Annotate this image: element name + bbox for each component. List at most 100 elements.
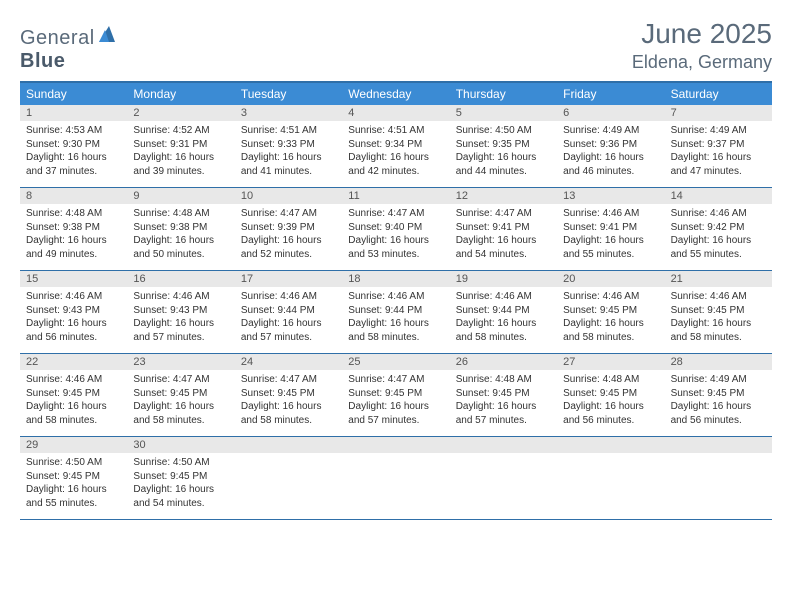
daylight-line: Daylight: 16 hours and 57 minutes.: [348, 400, 443, 427]
day-number: 27: [557, 354, 664, 370]
daylight-line: Daylight: 16 hours and 57 minutes.: [241, 317, 336, 344]
sunset-line: Sunset: 9:34 PM: [348, 138, 443, 152]
sunrise-line: Sunrise: 4:46 AM: [241, 290, 336, 304]
sunset-line: Sunset: 9:38 PM: [26, 221, 121, 235]
day-number: 20: [557, 271, 664, 287]
sunrise-line: Sunrise: 4:46 AM: [671, 290, 766, 304]
day-number: [235, 437, 342, 453]
sunset-line: Sunset: 9:36 PM: [563, 138, 658, 152]
day-number: 23: [127, 354, 234, 370]
day-number: 17: [235, 271, 342, 287]
calendar-day: 22Sunrise: 4:46 AMSunset: 9:45 PMDayligh…: [20, 354, 127, 436]
day-number: 22: [20, 354, 127, 370]
calendar-day: 14Sunrise: 4:46 AMSunset: 9:42 PMDayligh…: [665, 188, 772, 270]
day-details: Sunrise: 4:46 AMSunset: 9:45 PMDaylight:…: [665, 287, 772, 350]
sail-icon: [97, 24, 117, 44]
weekday-header: Wednesday: [342, 83, 449, 105]
day-details: Sunrise: 4:50 AMSunset: 9:35 PMDaylight:…: [450, 121, 557, 184]
day-details: Sunrise: 4:50 AMSunset: 9:45 PMDaylight:…: [20, 453, 127, 516]
sunset-line: Sunset: 9:41 PM: [456, 221, 551, 235]
sunset-line: Sunset: 9:41 PM: [563, 221, 658, 235]
day-details: Sunrise: 4:46 AMSunset: 9:42 PMDaylight:…: [665, 204, 772, 267]
sunset-line: Sunset: 9:43 PM: [26, 304, 121, 318]
day-details: Sunrise: 4:47 AMSunset: 9:39 PMDaylight:…: [235, 204, 342, 267]
calendar-day: 10Sunrise: 4:47 AMSunset: 9:39 PMDayligh…: [235, 188, 342, 270]
day-number: 9: [127, 188, 234, 204]
day-number: 28: [665, 354, 772, 370]
calendar-day: 5Sunrise: 4:50 AMSunset: 9:35 PMDaylight…: [450, 105, 557, 187]
day-number: 25: [342, 354, 449, 370]
daylight-line: Daylight: 16 hours and 54 minutes.: [133, 483, 228, 510]
sunrise-line: Sunrise: 4:46 AM: [563, 207, 658, 221]
sunrise-line: Sunrise: 4:46 AM: [26, 373, 121, 387]
day-details: Sunrise: 4:47 AMSunset: 9:41 PMDaylight:…: [450, 204, 557, 267]
day-details: Sunrise: 4:46 AMSunset: 9:44 PMDaylight:…: [450, 287, 557, 350]
daylight-line: Daylight: 16 hours and 49 minutes.: [26, 234, 121, 261]
brand-logo: General Blue: [20, 18, 117, 73]
day-number: 4: [342, 105, 449, 121]
day-details: [450, 453, 557, 513]
sunset-line: Sunset: 9:37 PM: [671, 138, 766, 152]
day-number: 24: [235, 354, 342, 370]
daylight-line: Daylight: 16 hours and 42 minutes.: [348, 151, 443, 178]
daylight-line: Daylight: 16 hours and 56 minutes.: [671, 400, 766, 427]
brand-name-a: General: [20, 27, 95, 49]
sunset-line: Sunset: 9:45 PM: [241, 387, 336, 401]
sunrise-line: Sunrise: 4:47 AM: [456, 207, 551, 221]
sunrise-line: Sunrise: 4:48 AM: [563, 373, 658, 387]
calendar-week: 22Sunrise: 4:46 AMSunset: 9:45 PMDayligh…: [20, 354, 772, 437]
day-details: [235, 453, 342, 513]
calendar-day: [450, 437, 557, 519]
day-details: Sunrise: 4:46 AMSunset: 9:43 PMDaylight:…: [20, 287, 127, 350]
sunrise-line: Sunrise: 4:49 AM: [563, 124, 658, 138]
day-number: [665, 437, 772, 453]
sunset-line: Sunset: 9:42 PM: [671, 221, 766, 235]
day-details: Sunrise: 4:46 AMSunset: 9:44 PMDaylight:…: [235, 287, 342, 350]
daylight-line: Daylight: 16 hours and 58 minutes.: [241, 400, 336, 427]
sunset-line: Sunset: 9:45 PM: [563, 387, 658, 401]
page-header: General Blue June 2025 Eldena, Germany: [20, 18, 772, 73]
day-details: Sunrise: 4:51 AMSunset: 9:33 PMDaylight:…: [235, 121, 342, 184]
calendar-day: [557, 437, 664, 519]
sunrise-line: Sunrise: 4:53 AM: [26, 124, 121, 138]
sunrise-line: Sunrise: 4:46 AM: [26, 290, 121, 304]
calendar-day: [665, 437, 772, 519]
sunset-line: Sunset: 9:43 PM: [133, 304, 228, 318]
sunrise-line: Sunrise: 4:46 AM: [133, 290, 228, 304]
sunrise-line: Sunrise: 4:46 AM: [563, 290, 658, 304]
daylight-line: Daylight: 16 hours and 56 minutes.: [563, 400, 658, 427]
sunrise-line: Sunrise: 4:47 AM: [241, 207, 336, 221]
day-number: 6: [557, 105, 664, 121]
day-number: 13: [557, 188, 664, 204]
day-details: Sunrise: 4:46 AMSunset: 9:43 PMDaylight:…: [127, 287, 234, 350]
daylight-line: Daylight: 16 hours and 44 minutes.: [456, 151, 551, 178]
day-number: [342, 437, 449, 453]
day-number: 14: [665, 188, 772, 204]
calendar-day: 20Sunrise: 4:46 AMSunset: 9:45 PMDayligh…: [557, 271, 664, 353]
day-details: Sunrise: 4:48 AMSunset: 9:38 PMDaylight:…: [20, 204, 127, 267]
location-label: Eldena, Germany: [632, 52, 772, 73]
weekday-header: Thursday: [450, 83, 557, 105]
daylight-line: Daylight: 16 hours and 41 minutes.: [241, 151, 336, 178]
calendar-day: 11Sunrise: 4:47 AMSunset: 9:40 PMDayligh…: [342, 188, 449, 270]
calendar-week: 1Sunrise: 4:53 AMSunset: 9:30 PMDaylight…: [20, 105, 772, 188]
day-number: 19: [450, 271, 557, 287]
calendar-day: 4Sunrise: 4:51 AMSunset: 9:34 PMDaylight…: [342, 105, 449, 187]
page-title: June 2025: [632, 18, 772, 50]
calendar-day: 6Sunrise: 4:49 AMSunset: 9:36 PMDaylight…: [557, 105, 664, 187]
calendar-day: 15Sunrise: 4:46 AMSunset: 9:43 PMDayligh…: [20, 271, 127, 353]
day-number: 15: [20, 271, 127, 287]
calendar-day: 1Sunrise: 4:53 AMSunset: 9:30 PMDaylight…: [20, 105, 127, 187]
sunrise-line: Sunrise: 4:48 AM: [456, 373, 551, 387]
daylight-line: Daylight: 16 hours and 54 minutes.: [456, 234, 551, 261]
day-number: 21: [665, 271, 772, 287]
day-number: 30: [127, 437, 234, 453]
sunset-line: Sunset: 9:45 PM: [563, 304, 658, 318]
day-details: Sunrise: 4:47 AMSunset: 9:45 PMDaylight:…: [235, 370, 342, 433]
sunset-line: Sunset: 9:45 PM: [26, 470, 121, 484]
sunset-line: Sunset: 9:31 PM: [133, 138, 228, 152]
calendar-day: 12Sunrise: 4:47 AMSunset: 9:41 PMDayligh…: [450, 188, 557, 270]
calendar-day: 3Sunrise: 4:51 AMSunset: 9:33 PMDaylight…: [235, 105, 342, 187]
day-details: Sunrise: 4:46 AMSunset: 9:45 PMDaylight:…: [20, 370, 127, 433]
calendar-day: 30Sunrise: 4:50 AMSunset: 9:45 PMDayligh…: [127, 437, 234, 519]
